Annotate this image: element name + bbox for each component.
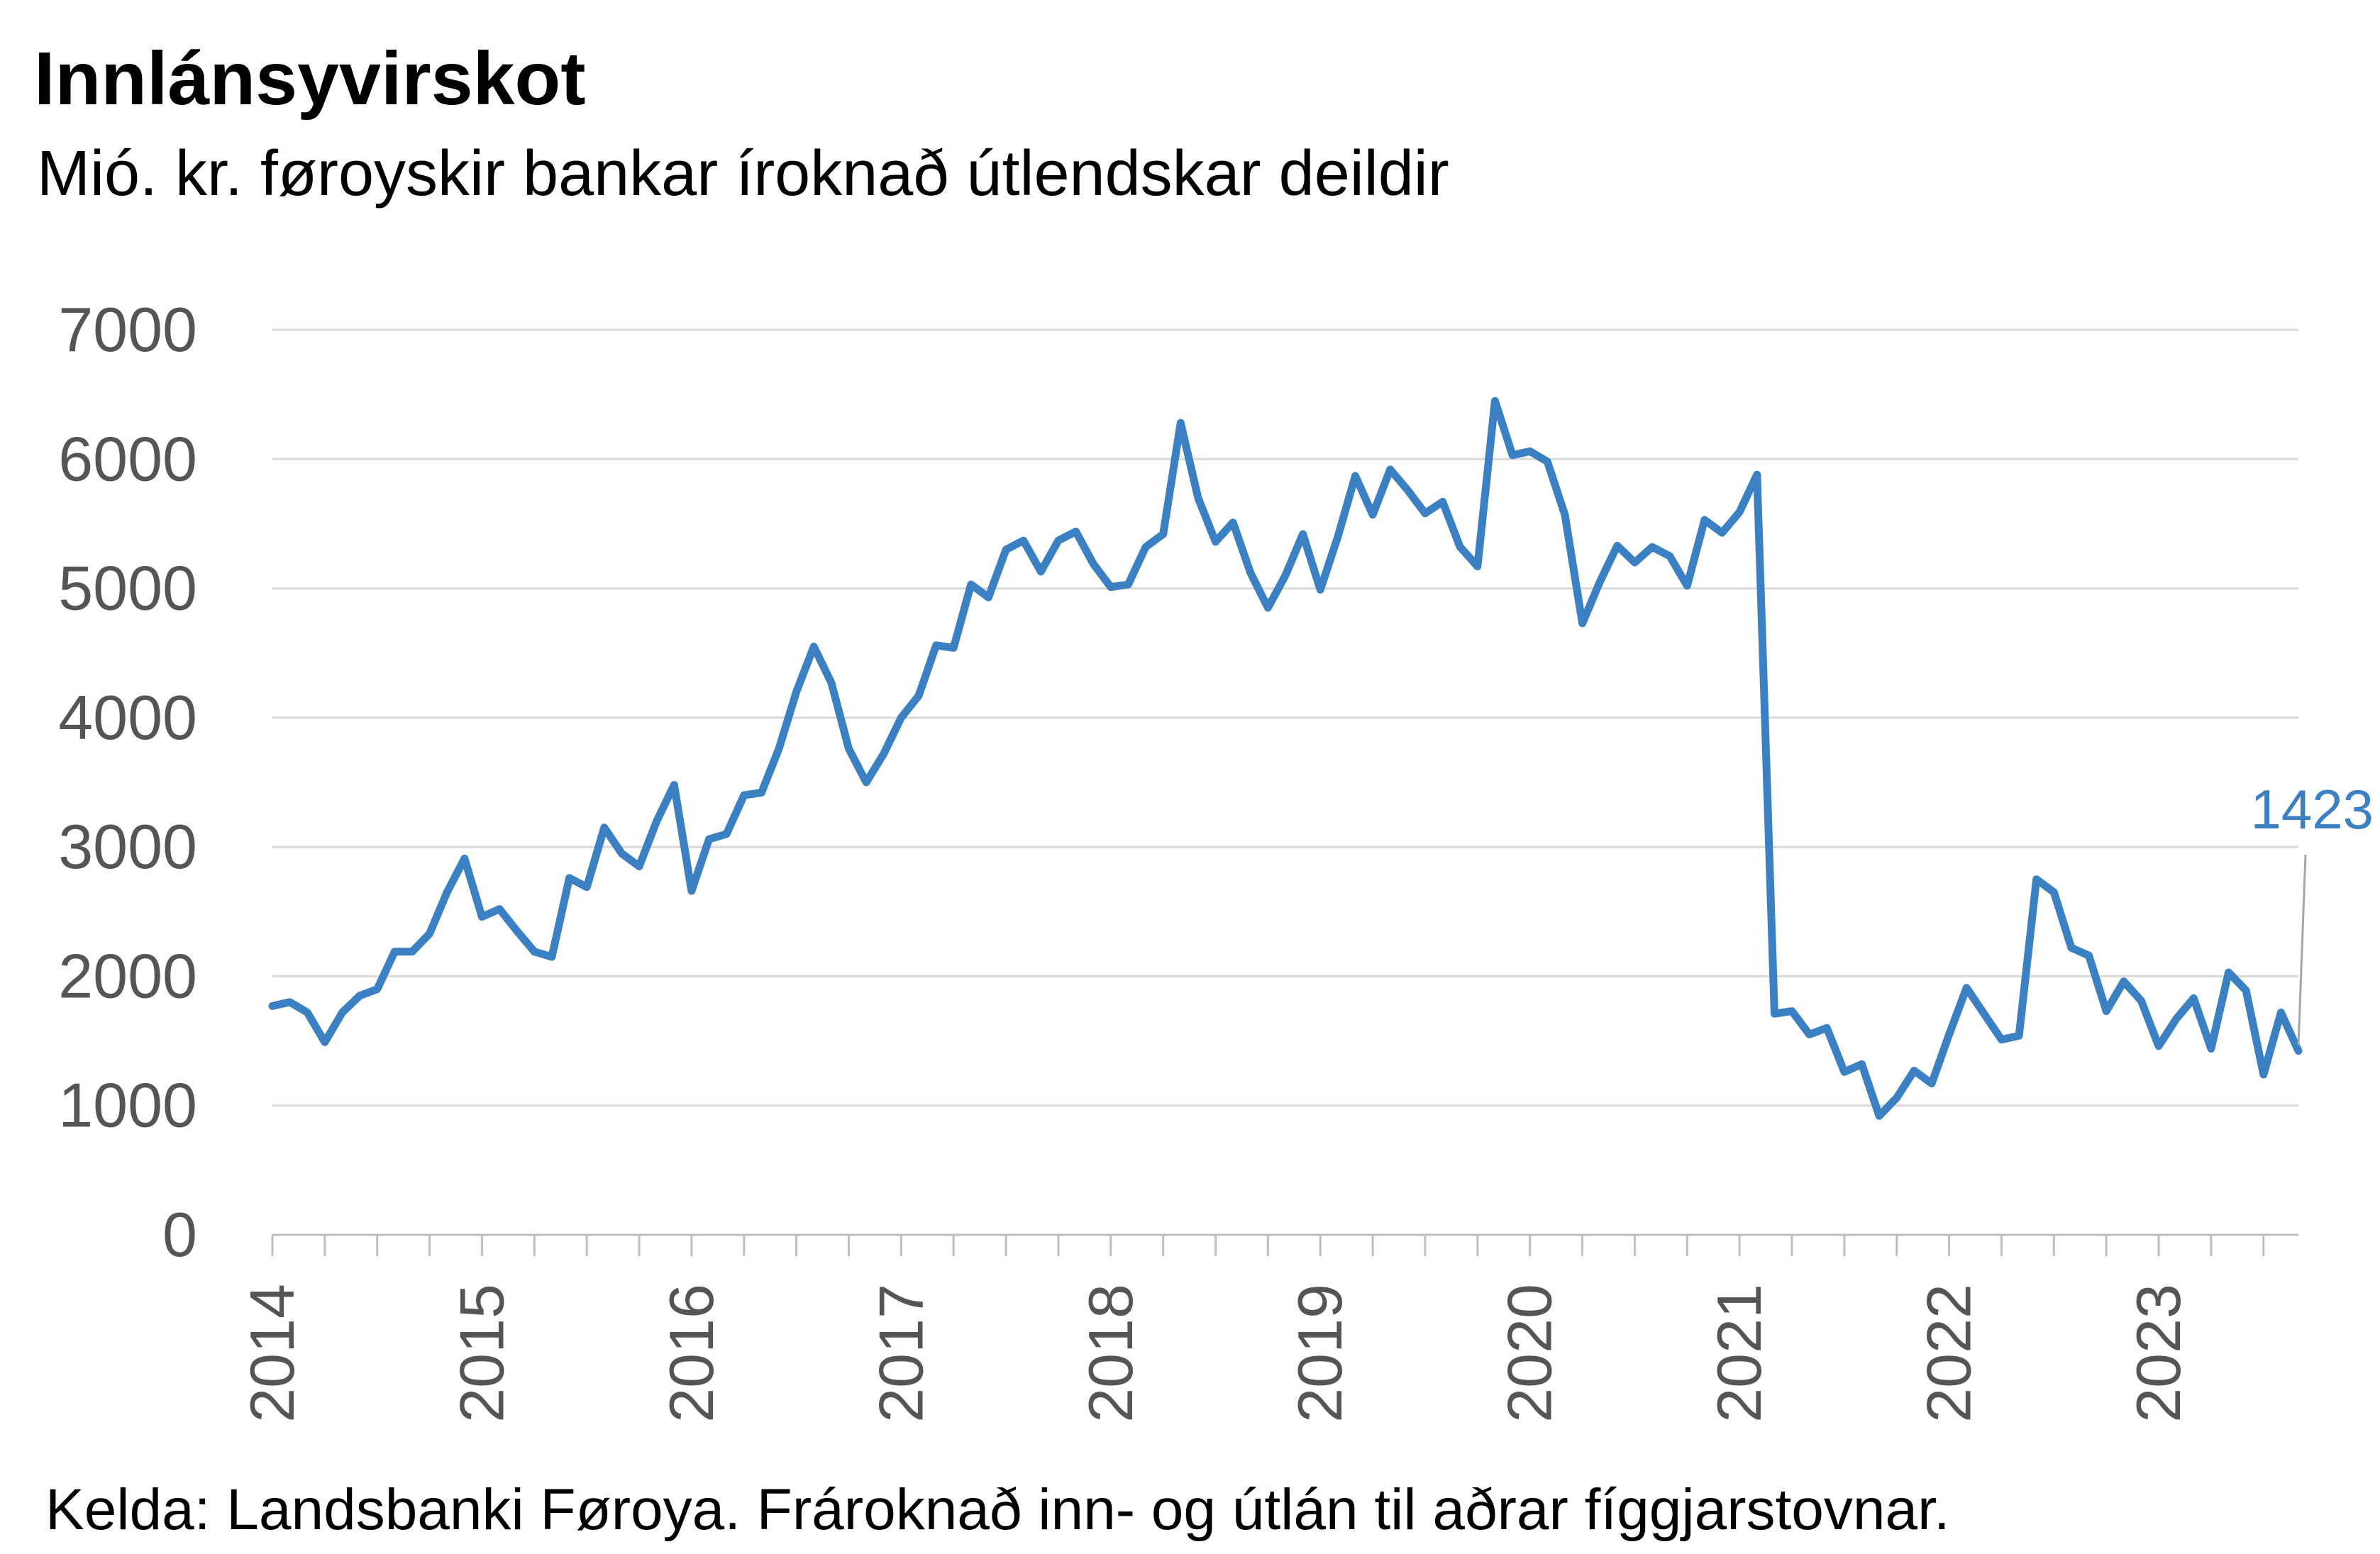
x-tick-label: 2016 <box>656 1284 726 1423</box>
series-line <box>268 396 2303 1120</box>
y-tick-label: 6000 <box>58 423 197 494</box>
gridlines <box>272 328 2298 1107</box>
end-value-label: 1423 <box>2250 778 2374 840</box>
y-axis-ticks: 0 1000 2000 3000 4000 5000 6000 7000 <box>58 294 197 1270</box>
x-tick-label: 2022 <box>1914 1284 1984 1423</box>
y-tick-label: 0 <box>162 1199 197 1270</box>
series-layer <box>268 396 2303 1120</box>
y-tick-label: 3000 <box>58 811 197 882</box>
x-tick-label: 2017 <box>865 1284 936 1423</box>
x-tick-label: 2014 <box>237 1284 307 1423</box>
x-tick-label: 2021 <box>1704 1284 1774 1423</box>
chart-title: Innlánsyvirskot <box>34 37 586 121</box>
x-tick-label: 2019 <box>1285 1284 1355 1423</box>
x-tick-label: 2020 <box>1495 1284 1565 1423</box>
y-tick-label: 1000 <box>58 1070 197 1140</box>
x-tick-label: 2018 <box>1075 1284 1146 1423</box>
y-tick-label: 5000 <box>58 553 197 623</box>
y-tick-label: 2000 <box>58 940 197 1011</box>
chart-subtitle: Mió. kr. føroyskir bankar íroknað útlend… <box>37 138 1449 209</box>
source-note: Kelda: Landsbanki Føroya. Frároknað inn-… <box>45 1477 1950 1542</box>
y-tick-label: 7000 <box>58 294 197 365</box>
x-axis <box>271 1233 2298 1256</box>
y-tick-label: 4000 <box>58 682 197 753</box>
x-axis-ticks: 2014 2015 2016 2017 2018 2019 2020 2021 2022 2023 <box>237 1284 2193 1423</box>
x-tick-label: 2015 <box>446 1284 516 1423</box>
x-tick-label: 2023 <box>2123 1284 2193 1423</box>
end-annotation: 1423 <box>2250 778 2374 1045</box>
end-label-leader <box>2297 854 2307 1045</box>
